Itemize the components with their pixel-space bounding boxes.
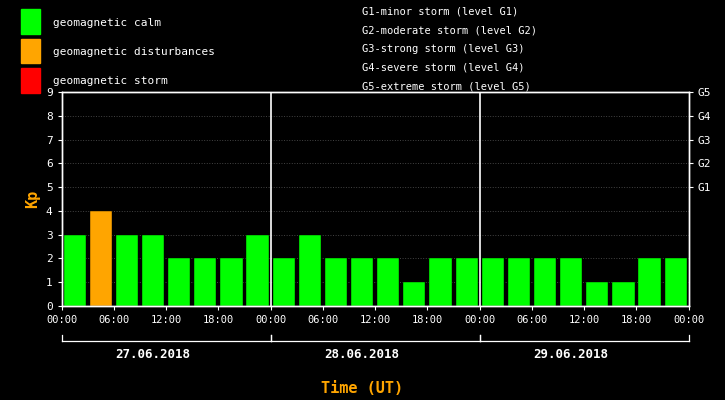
Bar [403, 282, 426, 306]
Bar [534, 258, 556, 306]
Bar [90, 211, 112, 306]
Bar [455, 258, 478, 306]
Text: G4-severe storm (level G4): G4-severe storm (level G4) [362, 63, 525, 73]
Y-axis label: Kp: Kp [25, 190, 41, 208]
Text: Time (UT): Time (UT) [321, 381, 404, 396]
Bar [481, 258, 504, 306]
Bar [507, 258, 530, 306]
Text: geomagnetic disturbances: geomagnetic disturbances [52, 47, 215, 57]
Bar [639, 258, 660, 306]
Text: G3-strong storm (level G3): G3-strong storm (level G3) [362, 44, 525, 54]
Text: geomagnetic calm: geomagnetic calm [52, 18, 160, 28]
FancyBboxPatch shape [20, 68, 41, 93]
Bar [273, 258, 295, 306]
Text: 29.06.2018: 29.06.2018 [534, 348, 609, 360]
FancyBboxPatch shape [20, 10, 41, 34]
Bar [665, 258, 687, 306]
Bar [351, 258, 373, 306]
Bar [587, 282, 608, 306]
Bar [325, 258, 347, 306]
Text: G5-extreme storm (level G5): G5-extreme storm (level G5) [362, 82, 531, 92]
Bar [64, 235, 86, 306]
Bar [142, 235, 164, 306]
Bar [220, 258, 243, 306]
Text: G1-minor storm (level G1): G1-minor storm (level G1) [362, 6, 519, 16]
Text: G2-moderate storm (level G2): G2-moderate storm (level G2) [362, 25, 537, 35]
Bar [429, 258, 452, 306]
Text: 28.06.2018: 28.06.2018 [325, 348, 399, 360]
Bar [194, 258, 217, 306]
FancyBboxPatch shape [20, 39, 41, 64]
Bar [168, 258, 191, 306]
Bar [116, 235, 138, 306]
Bar [613, 282, 634, 306]
Bar [377, 258, 399, 306]
Bar [560, 258, 582, 306]
Bar [247, 235, 269, 306]
Text: 27.06.2018: 27.06.2018 [115, 348, 191, 360]
Bar [299, 235, 321, 306]
Text: geomagnetic storm: geomagnetic storm [52, 76, 167, 86]
